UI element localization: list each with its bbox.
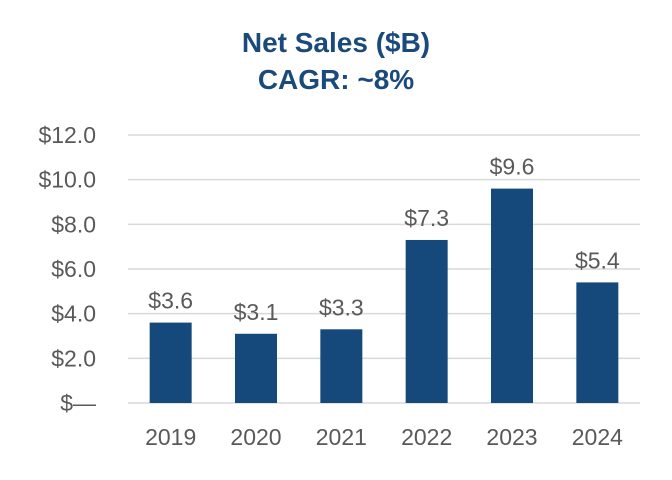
data-label: $3.3 [319,294,364,320]
y-tick-label: $6.0 [51,256,96,282]
bar [320,329,363,403]
data-label: $7.3 [404,205,449,231]
data-label: $3.6 [148,288,193,314]
y-tick-label: $4.0 [51,301,96,327]
y-tick-label: $8.0 [51,211,96,237]
bar [491,188,533,403]
x-tick-label: 2024 [572,424,623,450]
y-tick-label: $— [60,390,96,416]
x-tick-label: 2019 [145,424,196,450]
y-tick-label: $2.0 [51,345,96,371]
chart-title: Net Sales ($B) [241,27,431,58]
x-tick-label: 2022 [401,424,452,450]
y-tick-label: $12.0 [38,122,96,148]
bar [235,333,277,403]
y-tick-label: $10.0 [38,167,96,193]
bar [405,239,448,403]
data-label: $3.1 [234,299,279,325]
bar [576,282,619,403]
data-label: $9.6 [490,154,535,180]
chart-subtitle: CAGR: ~8% [257,64,415,95]
x-tick-label: 2021 [316,424,367,450]
data-label: $5.4 [575,247,620,273]
x-tick-label: 2023 [486,424,537,450]
bar [149,322,192,403]
x-tick-label: 2020 [230,424,281,450]
